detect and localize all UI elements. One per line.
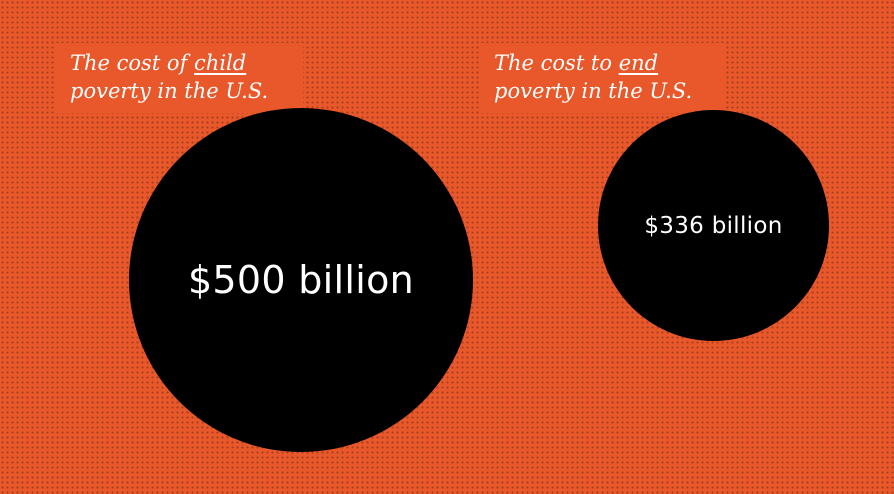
caption-right-highlight: end — [618, 51, 659, 75]
caption-left-after: poverty in the U.S. — [70, 79, 269, 103]
bubble-large-value-label: $500 billion — [187, 258, 415, 302]
caption-left-highlight: child — [194, 51, 247, 75]
caption-left-before: The cost of — [70, 51, 195, 75]
bubble-child-poverty-cost: $500 billion — [129, 108, 473, 452]
caption-child-poverty-cost: The cost of child poverty in the U.S. — [56, 43, 303, 113]
caption-end-poverty-cost: The cost to end poverty in the U.S. — [480, 43, 726, 113]
caption-right-before: The cost to — [494, 51, 619, 75]
caption-right-after: poverty in the U.S. — [494, 79, 693, 103]
bubble-end-poverty-cost: $336 billion — [598, 110, 829, 341]
bubble-small-value-label: $336 billion — [644, 212, 783, 239]
